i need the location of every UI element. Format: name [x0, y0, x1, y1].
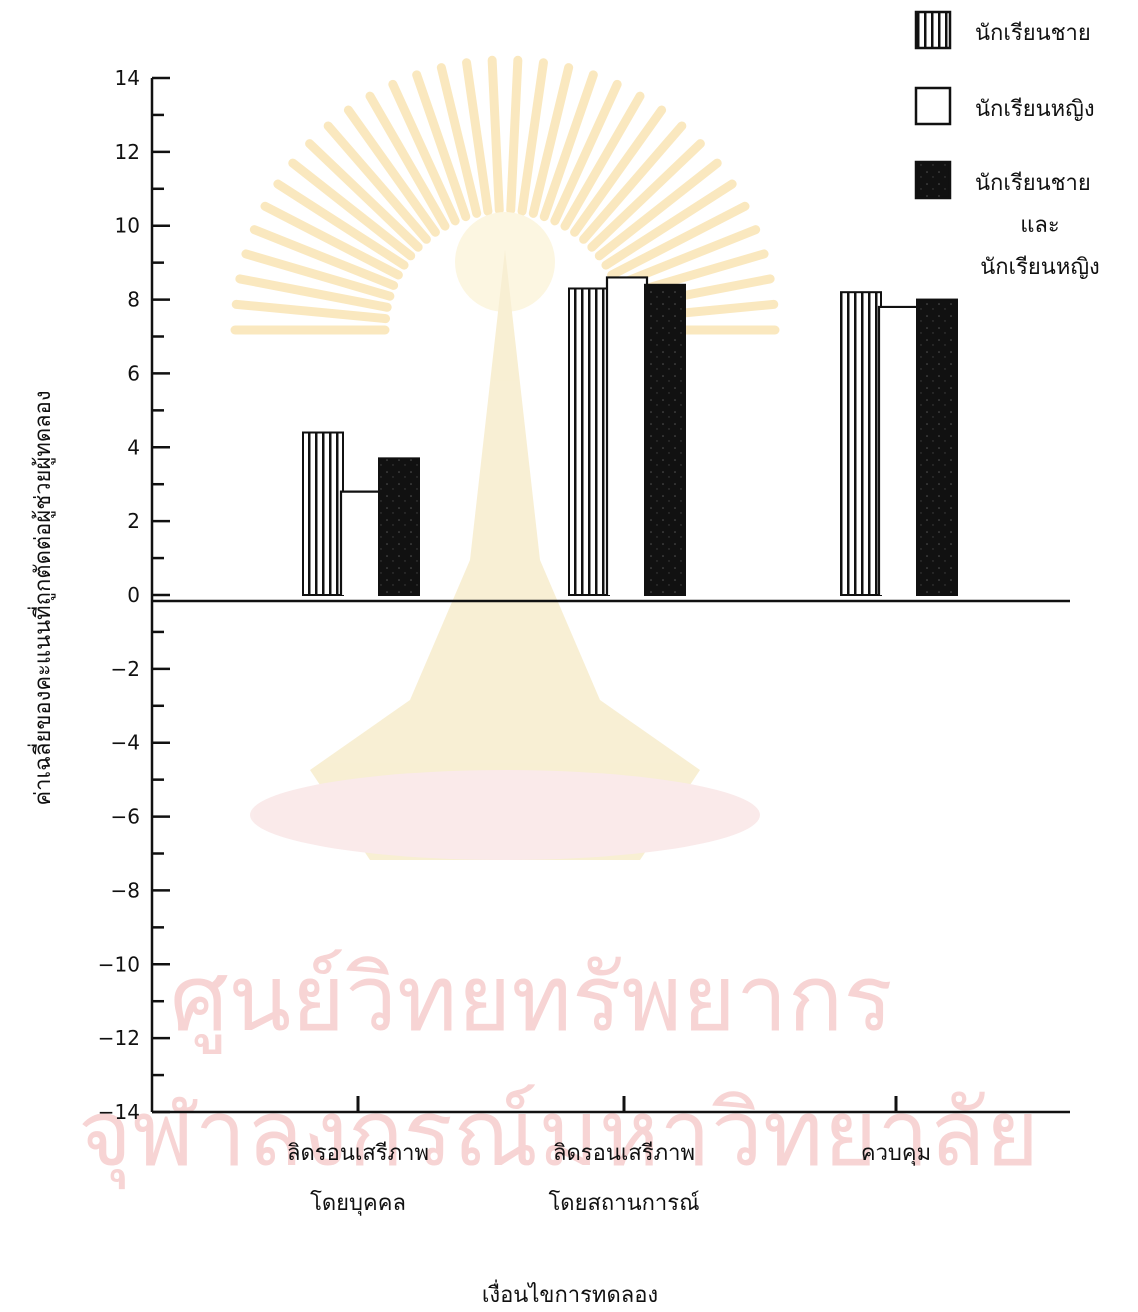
seal-ray [550, 79, 622, 226]
legend-label-3: นักเรียนชาย [975, 171, 1091, 196]
seal-ray [249, 225, 399, 290]
legend-swatch-3 [914, 160, 952, 200]
x-axis-ticks [356, 1096, 898, 1112]
seal-ray [528, 63, 574, 218]
x-axis-title: เงื่อนไขการทดลอง [482, 1279, 658, 1308]
legend-swatch-1 [914, 10, 952, 50]
category-label-1: โดยบุคคล [310, 1190, 406, 1216]
y-tick-label: 4 [127, 435, 140, 459]
y-axis-ticks: 14 12 10 8 6 4 2 0 −2 −4 −6 −8 −10 −12 −14 [98, 66, 170, 1124]
legend-label-3: และ [1020, 213, 1059, 238]
seal-ray [570, 105, 667, 237]
bar-series-3-cat-2 [644, 283, 686, 596]
watermark-line-2: จุฬาลงกรณ์มหาวิทยาลัย [78, 1080, 1039, 1190]
seal-ray [323, 121, 431, 244]
seal-ray [343, 105, 440, 237]
seal-ray [388, 79, 460, 226]
seal-ray [587, 139, 705, 252]
seal-ray [412, 70, 471, 222]
y-tick-label: 2 [127, 509, 140, 533]
y-tick-label: 14 [115, 66, 140, 90]
y-tick-label: 10 [115, 214, 140, 238]
bar-series-3-cat-3 [916, 298, 958, 596]
seal-ray [560, 91, 645, 231]
seal-ray [365, 91, 450, 231]
bar-series-2-cat-1 [341, 491, 381, 595]
y-tick-label: 12 [115, 140, 140, 164]
seal-ray [260, 201, 403, 280]
seal-ray [607, 201, 750, 280]
seal-ray [594, 158, 722, 261]
y-tick-label: −12 [98, 1026, 140, 1050]
seal-ray [273, 179, 409, 270]
seal-ray [601, 179, 737, 270]
legend: นักเรียนชายนักเรียนหญิงนักเรียนชายและนัก… [914, 10, 1100, 280]
seal-ray [611, 225, 761, 290]
seal-ray [288, 158, 416, 261]
bar-series-3-cat-1 [378, 457, 420, 596]
seal-ray [241, 249, 395, 301]
legend-swatch-2 [914, 86, 952, 126]
seal-ray [506, 55, 523, 215]
legend-label-1: นักเรียนชาย [975, 21, 1091, 46]
y-tick-label: −14 [98, 1100, 140, 1124]
category-label-1: ลิดรอนเสรีภาพ [287, 1141, 429, 1166]
seal-ray [517, 58, 548, 216]
seal-ray [539, 70, 598, 222]
seal-body [310, 250, 700, 860]
seal-ray [305, 139, 423, 252]
category-label-2: ลิดรอนเสรีภาพ [553, 1141, 695, 1166]
bar-series-1-cat-2 [568, 287, 610, 596]
y-tick-label: 8 [127, 288, 140, 312]
bar-series-1-cat-3 [840, 291, 882, 596]
seal-ray [579, 121, 687, 244]
y-tick-label: 6 [127, 361, 140, 385]
seal-ray [235, 274, 392, 312]
legend-label-2: นักเรียนหญิง [975, 97, 1095, 122]
y-tick-label: −10 [98, 952, 140, 976]
watermark-line-1: ศูนย์วิทยทรัพยากร [170, 945, 893, 1054]
seal-ray [436, 63, 482, 218]
seal-ray [462, 58, 493, 216]
seal-ray [231, 299, 391, 324]
bar-series-2-cat-3 [879, 306, 919, 595]
y-tick-label: 0 [127, 583, 140, 607]
legend-label-3: นักเรียนหญิง [980, 255, 1100, 280]
university-seal-watermark [230, 55, 780, 860]
category-label-2: โดยสถานการณ์ [548, 1190, 699, 1216]
bar-series-1-cat-1 [302, 431, 344, 596]
y-tick-label: −8 [111, 878, 140, 902]
y-tick-label: −6 [111, 805, 140, 829]
bars [302, 276, 958, 596]
y-tick-label: −2 [111, 657, 140, 681]
seal-base [250, 770, 760, 860]
category-label-3: ควบคุม [861, 1141, 931, 1166]
y-axis-title: ค่าเฉลี่ยของคะแนนที่ถูกตัดต่อผู้ช่วยผู้ท… [27, 390, 56, 805]
library-watermark: ศูนย์วิทยทรัพยากร จุฬาลงกรณ์มหาวิทยาลัย [78, 55, 1039, 1190]
bar-series-2-cat-2 [607, 277, 647, 595]
seal-ray [487, 55, 504, 215]
y-tick-label: −4 [111, 731, 140, 755]
